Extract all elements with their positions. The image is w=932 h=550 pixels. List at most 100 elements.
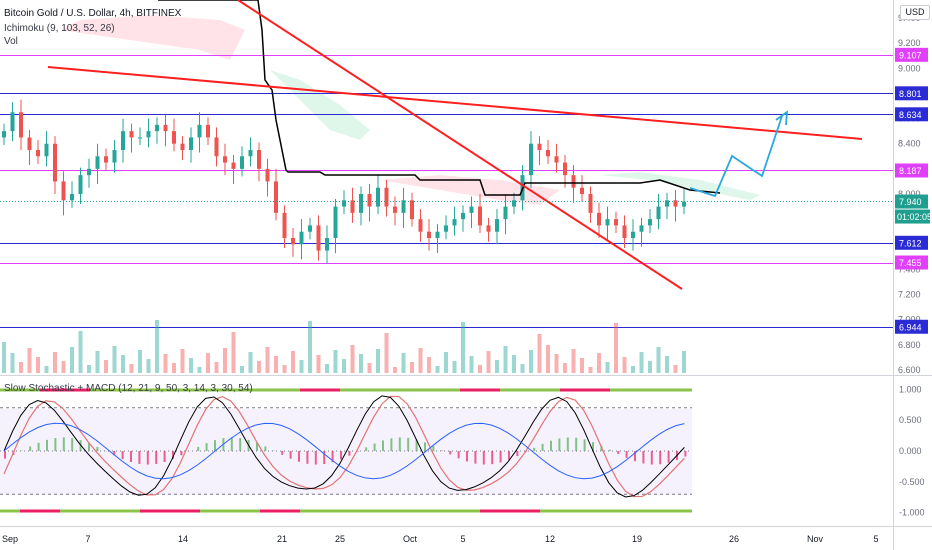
osc-histogram-bar	[314, 451, 317, 465]
osc-histogram-bar	[407, 437, 410, 451]
candle-body	[325, 238, 329, 251]
candle-body	[376, 187, 380, 207]
time-tick-label: 21	[277, 534, 287, 544]
osc-histogram-bar	[482, 451, 485, 465]
candle-body	[367, 194, 372, 207]
candle-body	[384, 187, 389, 207]
time-tick-label: 5	[873, 534, 878, 544]
volume-bar	[665, 356, 669, 373]
candle-body	[452, 219, 457, 226]
volume-bar	[342, 359, 346, 373]
osc-histogram-bar	[516, 451, 519, 457]
osc-histogram-bar	[62, 437, 65, 451]
volume-bar	[282, 365, 287, 373]
candle-body	[588, 194, 593, 213]
volume-bar	[367, 363, 372, 373]
volume-bar	[503, 346, 508, 373]
volume-bar	[299, 360, 304, 373]
osc-histogram-bar	[306, 451, 309, 464]
level-label-box	[895, 163, 928, 178]
candle-body	[274, 181, 278, 213]
osc-histogram-bar	[373, 443, 376, 451]
time-tick-label: 5	[460, 534, 465, 544]
volume-bar	[155, 320, 159, 373]
candle-body	[410, 200, 414, 220]
candle-body	[529, 143, 533, 176]
oscillator-legend[interactable]: Slow Stochastic + MACD (12, 21, 9, 50, 3…	[4, 383, 253, 394]
osc-histogram-bar	[214, 440, 216, 451]
candle-body	[27, 137, 32, 150]
osc-histogram-bar	[474, 451, 477, 464]
volume-bar	[605, 362, 610, 373]
symbol-title[interactable]: Bitcoin Gold / U.S. Dollar, 4h, BITFINEX	[4, 8, 182, 19]
osc-histogram-bar	[113, 451, 116, 456]
candle-body	[112, 150, 117, 163]
osc-tick-label: -0.500	[899, 477, 925, 487]
time-tick-label: 12	[545, 534, 555, 544]
volume-bar	[197, 367, 202, 373]
candle-body	[155, 124, 159, 132]
osc-histogram-bar	[440, 450, 443, 451]
volume-bar	[529, 350, 533, 373]
volume-bar	[622, 357, 627, 373]
level-label: 7.455	[899, 258, 922, 268]
candle-body	[240, 156, 244, 169]
ichimoku-baseline	[158, 0, 721, 196]
osc-histogram-bar	[550, 440, 552, 451]
osc-histogram-bar	[4, 451, 6, 459]
volume-bar	[104, 360, 108, 373]
projection-path	[689, 115, 783, 198]
level-label-box	[895, 255, 928, 270]
volume-bar	[206, 353, 210, 373]
osc-histogram-bar	[382, 440, 384, 451]
price-tick-label: 8.400	[898, 139, 921, 149]
osc-histogram-bar	[642, 451, 645, 464]
level-label: 6.944	[899, 322, 922, 332]
candle-body	[10, 112, 15, 132]
candle-body	[257, 150, 261, 169]
volume-bar	[461, 322, 465, 373]
volume-bar	[631, 366, 635, 373]
osc-histogram-bar	[457, 451, 460, 459]
currency-badge[interactable]: USD	[900, 5, 930, 20]
osc-histogram-bar	[138, 451, 141, 464]
ichimoku-legend[interactable]: Ichimoku (9, 103, 52, 26)	[4, 23, 115, 34]
volume-bar	[138, 350, 142, 373]
candle-body	[129, 131, 134, 138]
ichimoku-cloud	[270, 70, 370, 140]
osc-histogram-bar	[659, 451, 662, 465]
volume-bar	[597, 353, 601, 373]
volume-bar	[257, 361, 261, 373]
time-tick-label: 26	[729, 534, 739, 544]
level-label: 9.107	[899, 50, 922, 60]
volume-legend[interactable]: Vol	[4, 36, 18, 47]
volume-bar	[214, 362, 219, 373]
candle-body	[308, 225, 312, 232]
candle-body	[648, 219, 652, 226]
resistance-trendline	[47, 66, 863, 140]
osc-histogram-bar	[684, 451, 687, 457]
level-label-box	[895, 47, 928, 62]
volume-bar	[163, 354, 168, 373]
candle-body	[53, 143, 57, 182]
osc-histogram-bar	[205, 443, 208, 451]
volume-bar	[2, 342, 6, 373]
candle-body	[546, 150, 550, 157]
candle-body	[571, 175, 576, 188]
candle-body	[265, 168, 270, 182]
candle-body	[104, 156, 108, 163]
volume-bar	[316, 355, 321, 373]
volume-bar	[333, 350, 338, 373]
candle-body	[622, 225, 627, 238]
osc-histogram-bar	[289, 451, 292, 459]
candle-body	[36, 150, 40, 157]
volume-bar	[70, 347, 74, 373]
candle-body	[146, 131, 151, 138]
osc-histogram-bar	[508, 451, 510, 460]
candle-body	[503, 206, 508, 220]
level-label-box	[895, 86, 928, 101]
volume-bar	[231, 332, 236, 373]
candle-body	[163, 124, 168, 132]
candle-body	[495, 219, 499, 232]
